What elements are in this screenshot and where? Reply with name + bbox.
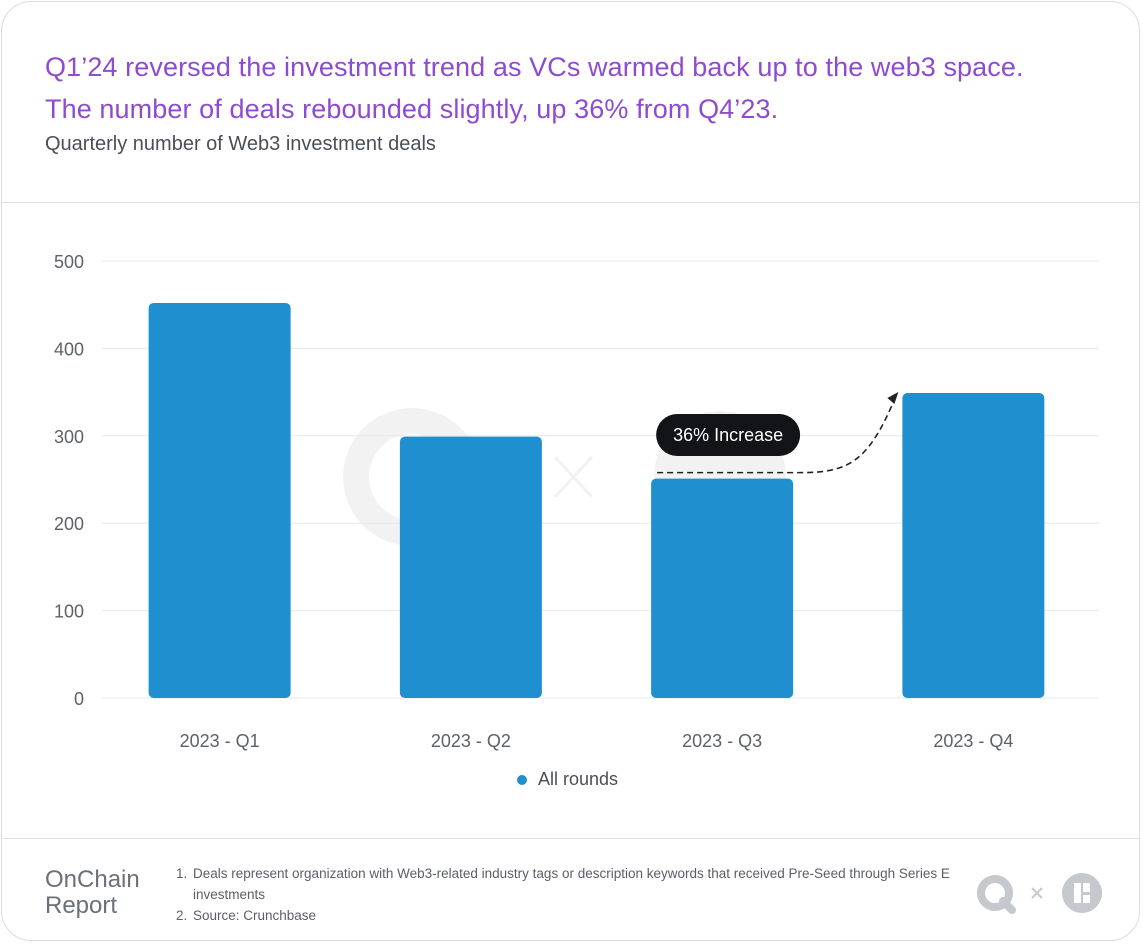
footnote-number: 1. xyxy=(176,866,188,881)
headline-line-2: The number of deals rebounded slightly, … xyxy=(45,94,779,124)
partner-logo-icon xyxy=(1062,873,1102,913)
bar xyxy=(148,302,291,698)
y-tick-label: 100 xyxy=(54,602,84,622)
legend-label: All rounds xyxy=(538,769,619,789)
chart-legend: All rounds xyxy=(517,769,618,790)
footnote: 1. Deals represent organization with Web… xyxy=(176,863,976,905)
times-icon xyxy=(1031,887,1043,899)
y-tick-label: 400 xyxy=(54,339,84,359)
footer: OnChain Report 1. Deals represent organi… xyxy=(2,838,1139,940)
q-logo-icon xyxy=(977,875,1016,914)
chart-subtitle: Quarterly number of Web3 investment deal… xyxy=(45,133,436,155)
bar xyxy=(651,478,794,698)
footnote-text: Deals represent organization with Web3-r… xyxy=(193,866,950,902)
arrowhead-icon xyxy=(887,391,899,404)
brand-name: OnChain Report xyxy=(45,867,165,919)
x-tick-label: 2023 - Q2 xyxy=(431,731,511,751)
bars xyxy=(148,302,1045,698)
annotation-label: 36% Increase xyxy=(673,425,783,445)
partner-logos xyxy=(977,873,1102,914)
y-tick-label: 500 xyxy=(54,252,84,272)
increase-annotation: 36% Increase xyxy=(656,391,899,474)
x-axis-ticks: 2023 - Q1 2023 - Q2 2023 - Q3 2023 - Q4 xyxy=(180,731,1014,751)
x-tick-label: 2023 - Q3 xyxy=(682,731,762,751)
footnote-number: 2. xyxy=(176,908,188,923)
brand-line-1: OnChain xyxy=(45,866,140,893)
chart-header: Q1’24 reversed the investment trend as V… xyxy=(2,2,1139,203)
headline: Q1’24 reversed the investment trend as V… xyxy=(45,46,1115,130)
annotation-arrow-line xyxy=(657,394,898,474)
bar xyxy=(399,436,542,698)
headline-line-1: Q1’24 reversed the investment trend as V… xyxy=(45,52,1024,82)
bar xyxy=(902,392,1045,698)
y-tick-label: 200 xyxy=(54,514,84,534)
x-tick-label: 2023 - Q1 xyxy=(180,731,260,751)
footnote: 2. Source: Crunchbase xyxy=(176,905,976,926)
y-tick-label: 0 xyxy=(74,689,84,709)
legend-marker xyxy=(517,774,527,785)
footnote-text: Source: Crunchbase xyxy=(193,908,317,923)
brand-line-2: Report xyxy=(45,892,118,919)
y-tick-label: 300 xyxy=(54,427,84,447)
footnotes: 1. Deals represent organization with Web… xyxy=(176,863,976,926)
chart-area: 0 100 200 300 400 500 2023 - Q1 2023 - Q2 2023 … xyxy=(2,203,1139,838)
y-axis-ticks: 0 100 200 300 400 500 xyxy=(54,252,84,709)
x-tick-label: 2023 - Q4 xyxy=(933,731,1013,751)
annotation-pill xyxy=(656,414,801,456)
